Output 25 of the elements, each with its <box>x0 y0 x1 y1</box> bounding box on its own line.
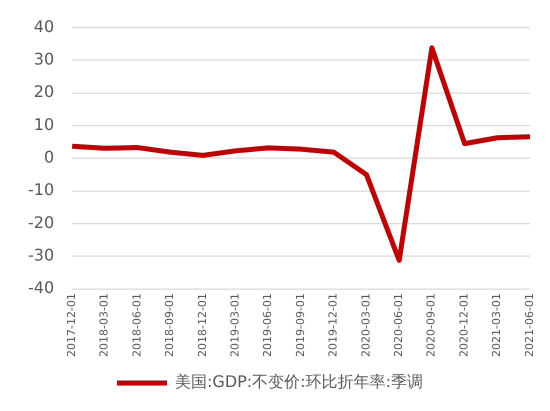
y-tick-label: 10 <box>34 114 54 134</box>
x-tick-label: 2020-09-01 <box>424 293 438 358</box>
y-tick-label: 20 <box>34 82 54 102</box>
y-tick-label: -30 <box>28 246 54 265</box>
y-tick-label: 0 <box>44 147 54 166</box>
y-tick-label: 30 <box>34 49 54 68</box>
x-tick-label: 2018-09-01 <box>163 293 176 358</box>
x-tick-label: 2021-03-01 <box>490 293 504 358</box>
y-tick-label: 40 <box>34 16 54 36</box>
x-tick-label: 2019-03-01 <box>228 293 242 358</box>
x-tick-label: 2021-06-01 <box>522 293 536 358</box>
y-tick-label: -40 <box>28 278 54 298</box>
legend-label: 美国:GDP:不变价:环比折年率:季调 <box>175 372 423 392</box>
x-tick-label: 2020-06-01 <box>392 293 406 358</box>
y-tick-label: -10 <box>28 180 54 200</box>
x-tick-label: 2018-03-01 <box>98 293 111 358</box>
y-tick-label: -20 <box>28 212 54 232</box>
x-tick-label: 2017-12-01 <box>64 293 78 358</box>
x-tick-label: 2019-06-01 <box>261 293 274 358</box>
x-tick-label: 2019-09-01 <box>294 293 307 358</box>
x-tick-label: 2020-12-01 <box>457 293 470 358</box>
x-tick-label: 2019-12-01 <box>326 293 340 358</box>
x-tick-label: 2018-06-01 <box>130 293 144 358</box>
x-tick-label: 2020-03-01 <box>359 293 372 358</box>
x-tick-label: 2018-12-01 <box>196 293 209 358</box>
